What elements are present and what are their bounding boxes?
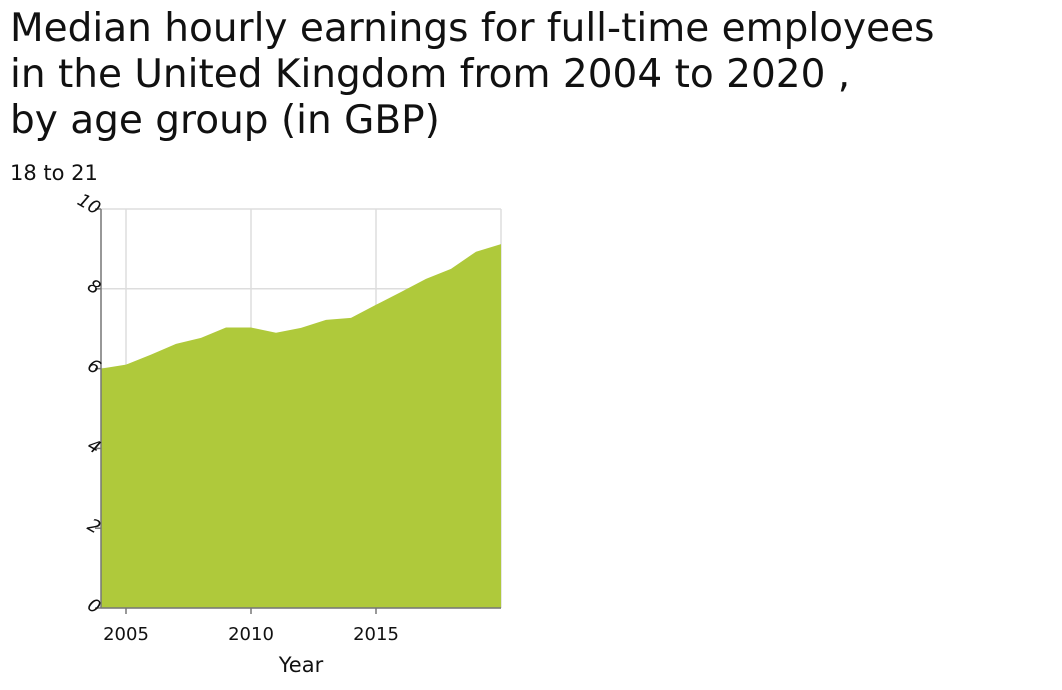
chart-title: Median hourly earnings for full-time emp…	[10, 6, 935, 143]
axes	[100, 209, 501, 609]
y-axis-label: 18 to 21	[10, 161, 98, 185]
y-tick-label: 10	[74, 190, 104, 220]
x-tick-label: 2005	[103, 624, 149, 645]
area-series-18-to-21	[101, 244, 501, 608]
x-tick-label: 2015	[353, 624, 399, 645]
x-axis-label: Year	[278, 653, 324, 677]
x-tick-labels: 2005 2010 2015	[103, 608, 399, 645]
x-tick-label: 2010	[228, 624, 274, 645]
